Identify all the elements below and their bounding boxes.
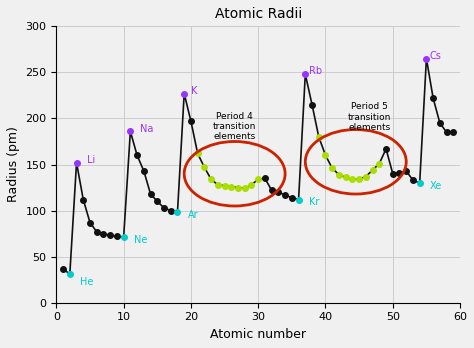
Text: Kr: Kr	[309, 197, 319, 207]
Text: Period 4
transition
elements: Period 4 transition elements	[213, 112, 256, 142]
Text: Ne: Ne	[134, 235, 147, 245]
Text: Ar: Ar	[188, 210, 198, 220]
Text: Li: Li	[87, 155, 95, 165]
Text: Period 5
transition
elements: Period 5 transition elements	[347, 102, 391, 132]
Text: He: He	[80, 277, 93, 287]
Text: K: K	[191, 86, 197, 96]
Title: Atomic Radii: Atomic Radii	[215, 7, 302, 21]
Y-axis label: Radius (pm): Radius (pm)	[7, 127, 20, 203]
Text: Cs: Cs	[430, 51, 442, 61]
Text: Na: Na	[140, 124, 154, 134]
X-axis label: Atomic number: Atomic number	[210, 328, 306, 341]
Text: Rb: Rb	[309, 66, 322, 77]
Text: Xe: Xe	[430, 181, 442, 191]
